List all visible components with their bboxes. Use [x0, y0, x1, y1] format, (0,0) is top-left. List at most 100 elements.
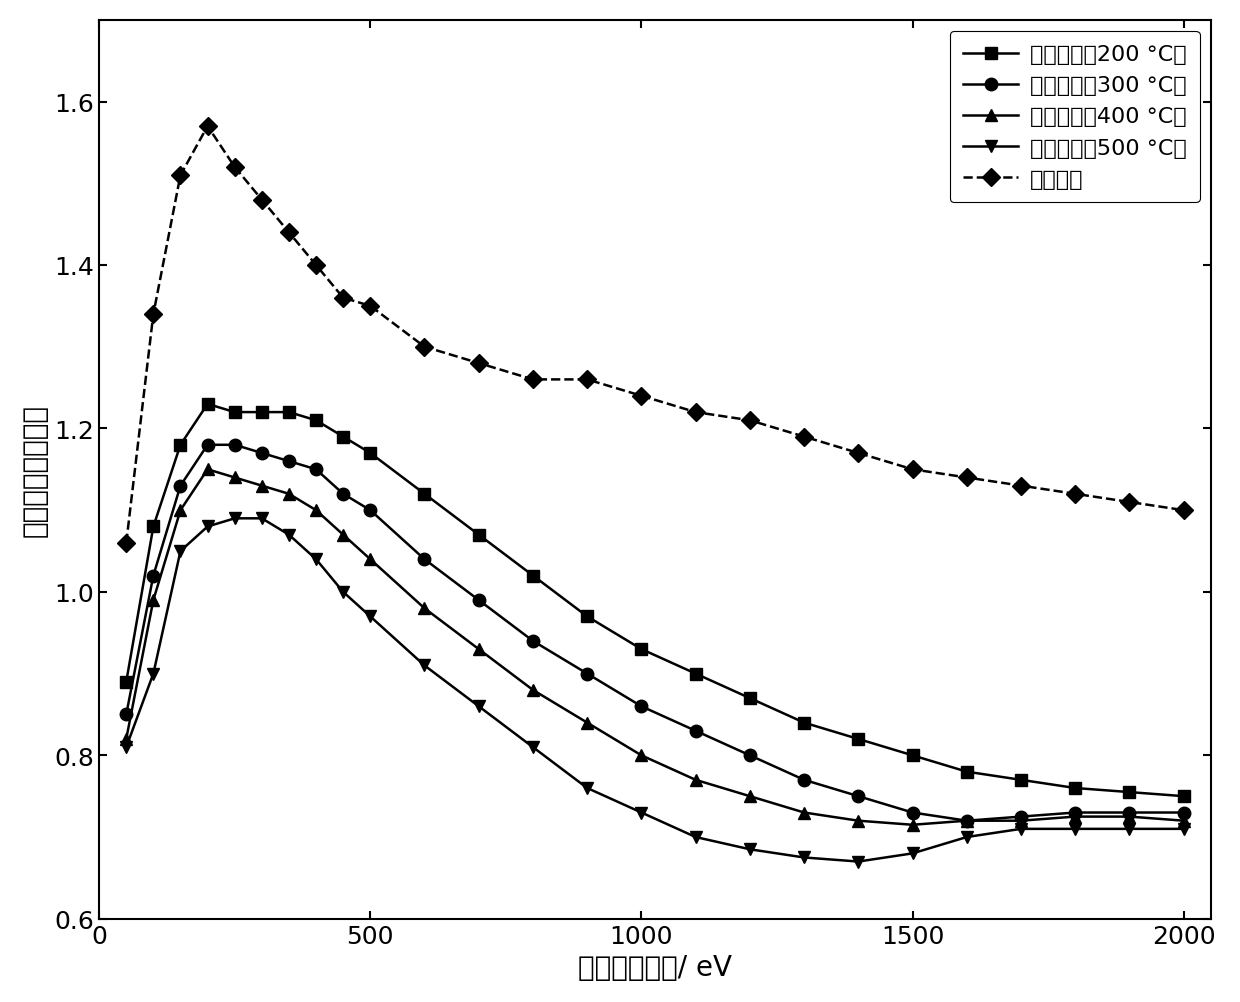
非晶碳膜（200 °C） [174, 439, 188, 451]
非晶碳膜（200 °C） [905, 749, 920, 762]
非晶碳膜（300 °C） [688, 725, 703, 737]
非晶碳膜（500 °C） [526, 741, 541, 754]
非晶碳膜（300 °C） [146, 570, 161, 582]
非晶碳膜（200 °C） [796, 716, 811, 728]
非晶碳膜（500 °C） [905, 848, 920, 860]
非晶碳膜（500 °C） [254, 513, 269, 525]
非晶碳膜（300 °C） [200, 439, 215, 451]
不锈锢片 [227, 161, 242, 173]
不锈锢片 [526, 374, 541, 386]
非晶碳膜（300 °C） [1122, 807, 1137, 819]
非晶碳膜（200 °C） [119, 676, 134, 688]
不锈锢片 [309, 260, 324, 272]
不锈锢片 [905, 464, 920, 476]
非晶碳膜（300 °C） [174, 480, 188, 492]
非晶碳膜（300 °C） [227, 439, 242, 451]
非晶碳膜（200 °C） [1177, 791, 1192, 803]
非晶碳膜（500 °C） [281, 529, 296, 541]
非晶碳膜（200 °C） [336, 431, 351, 443]
非晶碳膜（200 °C） [227, 407, 242, 419]
Line: 不锈锢片: 不锈锢片 [120, 120, 1190, 549]
非晶碳膜（300 °C） [796, 774, 811, 786]
不锈锢片 [796, 431, 811, 443]
非晶碳膜（200 °C） [363, 448, 378, 460]
非晶碳膜（400 °C） [688, 774, 703, 786]
非晶碳膜（200 °C） [960, 766, 975, 778]
非晶碳膜（500 °C） [174, 545, 188, 557]
非晶碳膜（300 °C） [1068, 807, 1083, 819]
非晶碳膜（400 °C） [851, 815, 866, 827]
非晶碳膜（400 °C） [1122, 811, 1137, 823]
非晶碳膜（200 °C） [309, 415, 324, 427]
非晶碳膜（500 °C） [580, 783, 595, 795]
非晶碳膜（200 °C） [146, 521, 161, 533]
非晶碳膜（400 °C） [1068, 811, 1083, 823]
非晶碳膜（400 °C） [634, 749, 649, 762]
不锈锢片 [471, 358, 486, 370]
非晶碳膜（500 °C） [309, 554, 324, 566]
非晶碳膜（200 °C） [1068, 783, 1083, 795]
非晶碳膜（300 °C） [960, 815, 975, 827]
Line: 非晶碳膜（200 °C）: 非晶碳膜（200 °C） [120, 398, 1190, 803]
非晶碳膜（500 °C） [1177, 823, 1192, 835]
非晶碳膜（400 °C） [1013, 815, 1028, 827]
不锈锢片 [254, 194, 269, 206]
不锈锢片 [336, 293, 351, 305]
不锈锢片 [851, 448, 866, 460]
非晶碳膜（400 °C） [471, 643, 486, 655]
非晶碳膜（200 °C） [200, 399, 215, 411]
不锈锢片 [688, 407, 703, 419]
非晶碳膜（500 °C） [634, 807, 649, 819]
非晶碳膜（300 °C） [417, 554, 432, 566]
非晶碳膜（400 °C） [417, 602, 432, 614]
不锈锢片 [281, 227, 296, 239]
非晶碳膜（500 °C） [363, 611, 378, 623]
非晶碳膜（500 °C） [796, 852, 811, 864]
非晶碳膜（200 °C） [471, 529, 486, 541]
非晶碳膜（200 °C） [1013, 774, 1028, 786]
非晶碳膜（300 °C） [526, 635, 541, 647]
非晶碳膜（200 °C） [254, 407, 269, 419]
非晶碳膜（400 °C） [281, 488, 296, 500]
非晶碳膜（500 °C） [1013, 823, 1028, 835]
非晶碳膜（400 °C） [119, 733, 134, 745]
非晶碳膜（400 °C） [227, 472, 242, 484]
非晶碳膜（200 °C） [417, 488, 432, 500]
不锈锢片 [119, 537, 134, 549]
不锈锢片 [960, 472, 975, 484]
非晶碳膜（400 °C） [254, 480, 269, 492]
非晶碳膜（400 °C） [200, 464, 215, 476]
非晶碳膜（200 °C） [526, 570, 541, 582]
非晶碳膜（300 °C） [254, 448, 269, 460]
非晶碳膜（300 °C） [309, 464, 324, 476]
不锈锢片 [146, 309, 161, 321]
非晶碳膜（300 °C） [1013, 811, 1028, 823]
不锈锢片 [363, 301, 378, 313]
非晶碳膜（200 °C） [1122, 787, 1137, 799]
Line: 非晶碳膜（300 °C）: 非晶碳膜（300 °C） [120, 439, 1190, 827]
非晶碳膜（300 °C） [281, 456, 296, 468]
Line: 非晶碳膜（400 °C）: 非晶碳膜（400 °C） [120, 464, 1190, 832]
非晶碳膜（500 °C） [960, 832, 975, 844]
非晶碳膜（500 °C） [743, 844, 758, 856]
非晶碳膜（300 °C） [851, 791, 866, 803]
非晶碳膜（300 °C） [363, 505, 378, 517]
非晶碳膜（500 °C） [417, 659, 432, 671]
非晶碳膜（300 °C） [471, 594, 486, 606]
非晶碳膜（400 °C） [174, 505, 188, 517]
非晶碳膜（500 °C） [471, 700, 486, 712]
非晶碳膜（200 °C） [281, 407, 296, 419]
非晶碳膜（400 °C） [960, 815, 975, 827]
非晶碳膜（300 °C） [634, 700, 649, 712]
非晶碳膜（500 °C） [688, 832, 703, 844]
不锈锢片 [174, 170, 188, 182]
非晶碳膜（400 °C） [336, 529, 351, 541]
Legend: 非晶碳膜（200 °C）, 非晶碳膜（300 °C）, 非晶碳膜（400 °C）, 非晶碳膜（500 °C）, 不锈锢片: 非晶碳膜（200 °C）, 非晶碳膜（300 °C）, 非晶碳膜（400 °C）… [950, 32, 1199, 202]
非晶碳膜（500 °C） [851, 856, 866, 868]
非晶碳膜（500 °C） [1068, 823, 1083, 835]
非晶碳膜（400 °C） [363, 554, 378, 566]
非晶碳膜（500 °C） [119, 741, 134, 754]
不锈锢片 [1122, 496, 1137, 508]
非晶碳膜（400 °C） [309, 505, 324, 517]
非晶碳膜（400 °C） [580, 716, 595, 728]
